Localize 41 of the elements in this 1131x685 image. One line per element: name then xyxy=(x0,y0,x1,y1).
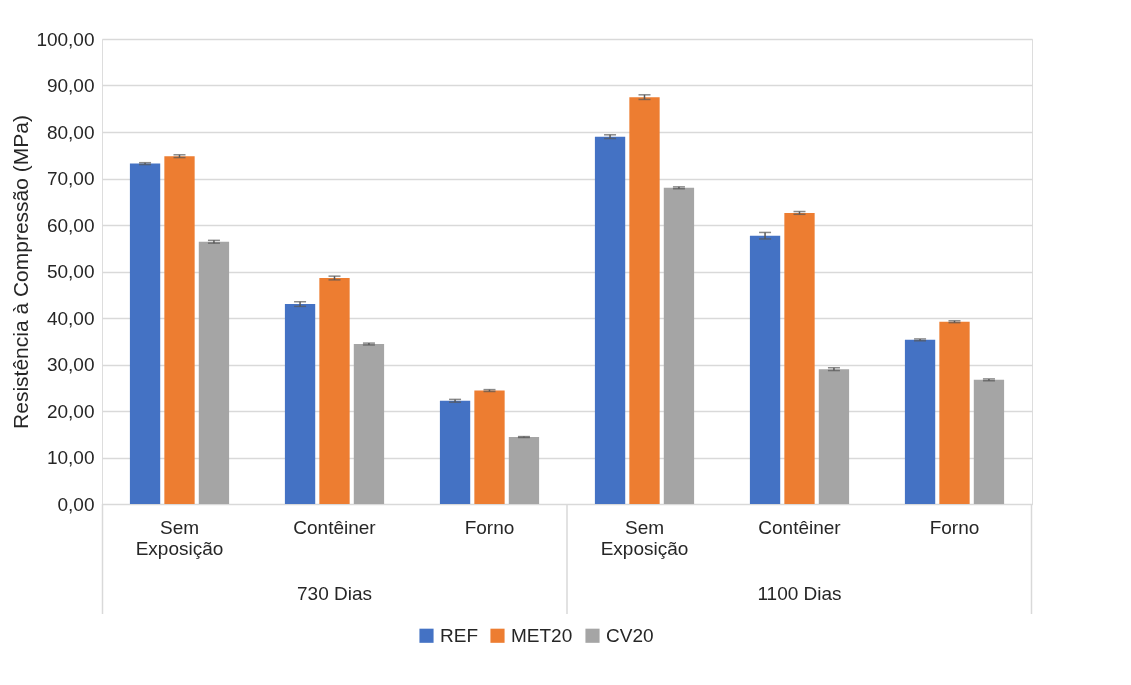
x-tick-label: Sem Exposição xyxy=(135,516,224,559)
bar xyxy=(474,390,505,504)
y-axis-title: Resistência à Compressão (MPa) xyxy=(9,115,33,429)
bar xyxy=(818,369,850,504)
x-tick-label: Contêiner xyxy=(758,516,842,538)
y-tick-label: 40,00 xyxy=(46,307,95,329)
bar xyxy=(439,400,471,504)
bar xyxy=(508,437,540,504)
y-tick-label: 70,00 xyxy=(46,168,95,189)
y-tick-label: 30,00 xyxy=(46,354,95,375)
bar xyxy=(784,212,815,504)
bar xyxy=(629,97,660,504)
y-tick-label: 10,00 xyxy=(46,447,95,468)
y-tick-label: 20,00 xyxy=(46,400,95,422)
text: 730 Dias xyxy=(297,583,372,604)
y-tick-label: 50,00 xyxy=(46,261,95,282)
x-tick-label: Forno xyxy=(929,516,980,538)
text: 1100 Dias xyxy=(757,583,842,604)
bar xyxy=(198,241,230,504)
y-tick-label: 80,00 xyxy=(46,121,95,143)
bar xyxy=(973,379,1005,504)
y-tick-label: 90,00 xyxy=(46,75,95,96)
x-tick-label: Contêiner xyxy=(293,516,377,538)
bar xyxy=(129,163,161,504)
y-tick-label: 60,00 xyxy=(46,214,95,236)
bar xyxy=(164,156,195,504)
y-tick-label: 100,00 xyxy=(36,28,95,50)
y-tick-label: 0,00 xyxy=(57,493,95,515)
x-tick-label: Sem Exposição xyxy=(600,516,689,559)
bar xyxy=(939,321,970,504)
bar xyxy=(749,235,781,504)
legend-label: REF xyxy=(440,624,478,646)
x-tick-label: Forno xyxy=(464,516,515,538)
bar xyxy=(284,304,316,504)
bar xyxy=(319,278,350,504)
legend-label: CV20 xyxy=(606,624,654,646)
bar xyxy=(353,344,385,504)
bar xyxy=(594,136,626,504)
bar xyxy=(663,187,695,504)
legend-label: MET20 xyxy=(511,624,573,646)
bar xyxy=(904,339,936,504)
